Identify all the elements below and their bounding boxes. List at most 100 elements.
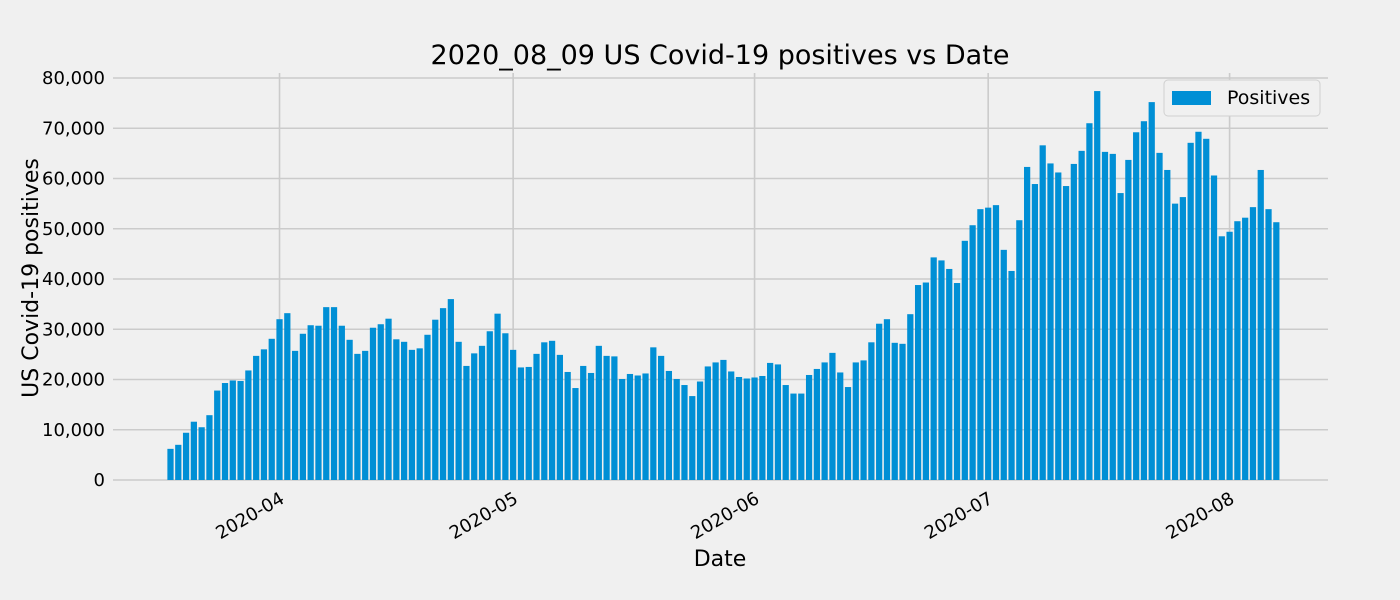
bar — [992, 205, 1000, 480]
bar — [681, 385, 688, 480]
bar — [587, 372, 595, 480]
bar — [1062, 186, 1070, 481]
bar — [844, 387, 852, 480]
bar — [790, 393, 797, 480]
bar — [1086, 123, 1093, 480]
bar — [704, 366, 711, 480]
bar — [1140, 121, 1148, 480]
x-axis-label: Date — [694, 547, 747, 572]
bar — [946, 268, 953, 480]
bar — [190, 421, 197, 480]
bar — [969, 225, 976, 480]
bar — [221, 383, 229, 480]
bar — [759, 375, 766, 480]
bar — [1234, 221, 1241, 480]
bar — [930, 257, 937, 480]
bar — [580, 365, 587, 480]
bar — [229, 380, 236, 480]
bar — [1047, 163, 1054, 480]
bar — [1179, 197, 1186, 480]
bar — [315, 325, 322, 480]
bar — [198, 427, 205, 480]
bar — [650, 347, 657, 480]
bar — [626, 373, 634, 480]
bar — [673, 379, 680, 480]
y-tick-label: 40,000 — [42, 269, 105, 290]
bar — [447, 299, 454, 480]
bar — [416, 348, 423, 480]
bar — [883, 319, 891, 480]
bar — [432, 319, 439, 480]
bar — [619, 379, 626, 480]
y-tick-label: 70,000 — [42, 118, 105, 139]
bar — [167, 448, 174, 480]
bar — [323, 307, 330, 480]
y-tick-label: 0 — [94, 470, 105, 491]
bar — [362, 350, 369, 480]
bar — [743, 378, 750, 480]
bar — [728, 371, 735, 480]
y-tick-label: 30,000 — [42, 319, 105, 340]
bar — [439, 308, 447, 480]
chart-title: 2020_08_09 US Covid-19 positives vs Date — [431, 40, 1010, 71]
bar — [961, 240, 968, 480]
y-tick-label: 20,000 — [42, 370, 105, 391]
y-axis-label: US Covid-19 positives — [19, 158, 44, 398]
bar — [914, 285, 922, 480]
x-tick-label: 2020-08 — [1162, 488, 1238, 544]
bar — [408, 349, 416, 480]
bar — [782, 385, 789, 480]
bar — [899, 343, 906, 480]
bar — [798, 393, 805, 480]
bar — [774, 364, 782, 480]
bar — [237, 381, 244, 480]
bar — [1203, 138, 1210, 481]
bar — [1257, 169, 1264, 480]
bar — [837, 372, 844, 480]
bar — [330, 307, 338, 480]
bar — [868, 342, 875, 480]
bar — [463, 365, 470, 480]
bar — [1070, 163, 1077, 480]
x-tick-label: 2020-05 — [446, 488, 522, 544]
bar — [299, 333, 306, 480]
bar — [214, 390, 221, 480]
bar — [1133, 132, 1140, 480]
bar — [907, 314, 914, 480]
bar — [1242, 217, 1249, 480]
bar — [1218, 236, 1225, 480]
y-tick-label: 50,000 — [42, 219, 105, 240]
legend-swatch — [1172, 91, 1211, 105]
bar — [206, 415, 213, 480]
bar — [1210, 175, 1218, 481]
bar — [977, 209, 984, 480]
bar — [751, 377, 758, 480]
bar — [1094, 91, 1101, 480]
x-tick-label: 2020-06 — [687, 488, 763, 544]
bar — [533, 353, 540, 480]
bar — [1000, 249, 1007, 480]
bar — [494, 313, 501, 480]
bar — [377, 324, 384, 480]
bar — [1078, 150, 1085, 481]
bar — [1117, 193, 1124, 480]
y-tick-label: 10,000 — [42, 420, 105, 441]
bar — [354, 353, 361, 480]
bar — [658, 355, 665, 480]
bar — [525, 366, 532, 480]
bar — [712, 362, 719, 480]
bar — [424, 334, 431, 480]
bar — [268, 338, 275, 480]
bar — [1031, 184, 1039, 480]
bar — [953, 283, 961, 480]
bar — [1249, 207, 1257, 480]
bar — [821, 362, 828, 480]
bar — [689, 396, 696, 480]
y-axis-ticks: 0 10,000 20,000 30,000 40,000 50,000 60,000 70,… — [42, 68, 105, 491]
bar — [291, 350, 299, 480]
x-axis-ticks: 2020-04 2020-05 2020-06 2020-07 2020-08 — [212, 488, 1238, 544]
bar — [455, 341, 462, 480]
bar — [1125, 159, 1132, 480]
bar — [369, 327, 377, 480]
x-tick-label: 2020-04 — [212, 488, 288, 544]
